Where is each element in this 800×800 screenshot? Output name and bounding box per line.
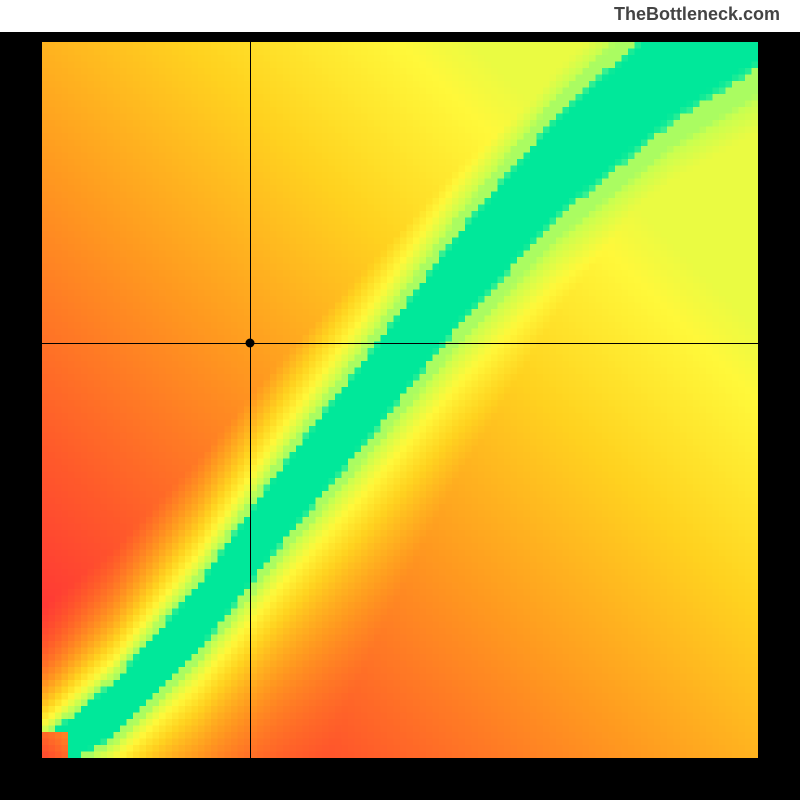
chart-wrapper: TheBottleneck.com <box>0 0 800 800</box>
plot-area <box>42 42 758 758</box>
heatmap-canvas <box>42 42 758 758</box>
outer-black-frame <box>0 32 800 800</box>
watermark-text: TheBottleneck.com <box>0 0 800 32</box>
